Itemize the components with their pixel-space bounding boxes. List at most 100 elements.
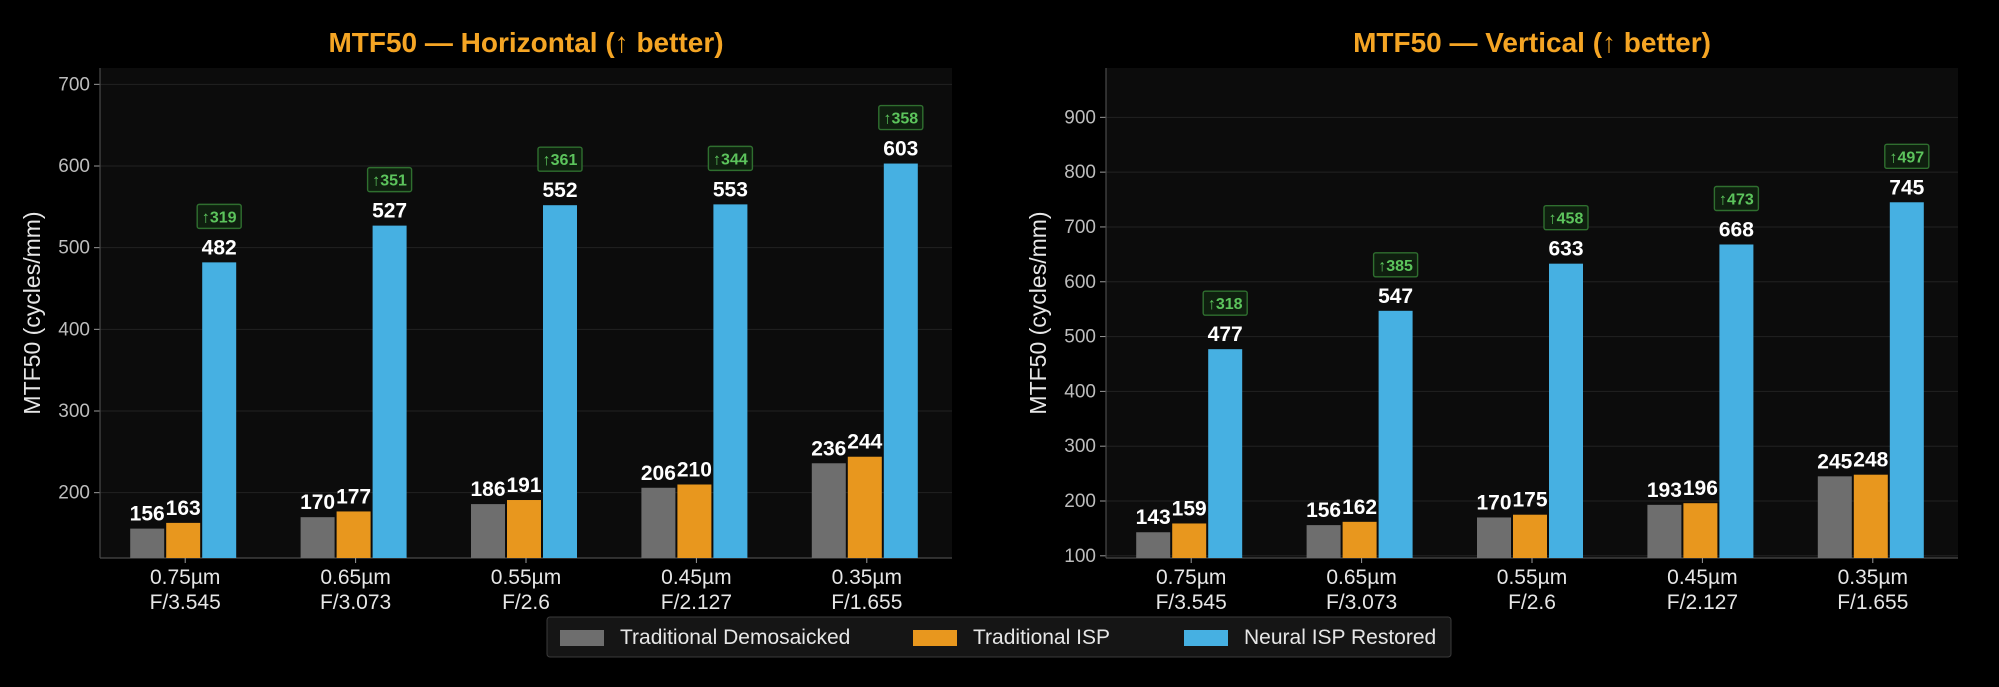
chart-horizontal-value-label: 206: [641, 462, 676, 485]
chart-vertical-value-label: 159: [1172, 497, 1207, 520]
chart-vertical-delta-badge: [1372, 252, 1419, 278]
chart-horizontal-delta-label: ↑344: [713, 151, 748, 168]
chart-horizontal-value-label: 186: [470, 478, 505, 501]
chart-horizontal-bar-neural: [713, 204, 748, 558]
chart-vertical-value-label: 745: [1889, 176, 1924, 199]
chart-horizontal-value-label: 170: [300, 491, 335, 514]
chart-vertical-y-tick-label: 800: [1064, 162, 1096, 183]
chart-horizontal-value-label: 552: [542, 179, 577, 202]
chart-vertical-bar-neural: [1719, 244, 1754, 558]
chart-horizontal-x-tick-label: F/2.6: [502, 591, 550, 614]
chart-horizontal-value-label: 210: [677, 459, 712, 482]
chart-horizontal-x-tick-label: F/2.127: [661, 591, 732, 614]
chart-horizontal-y-tick-label: 200: [58, 483, 90, 504]
chart-horizontal-value-label: 603: [883, 138, 918, 161]
chart-vertical-value-label: 248: [1853, 449, 1888, 472]
chart-horizontal-bar-demosaicked: [471, 504, 505, 558]
chart-vertical-delta-label: ↑497: [1889, 149, 1924, 166]
chart-vertical-x-tick-label: 0.65µm: [1326, 566, 1396, 589]
chart-vertical-value-label: 668: [1719, 218, 1754, 241]
legend-label: Traditional Demosaicked: [620, 626, 850, 649]
chart-horizontal-value-label: 527: [372, 200, 407, 223]
chart-vertical-value-label: 170: [1476, 491, 1511, 514]
chart-horizontal-delta-badge: [196, 203, 242, 230]
chart-vertical-bar-isp: [1172, 523, 1207, 558]
chart-vertical-delta-label: ↑318: [1208, 296, 1243, 313]
chart-horizontal-x-tick-label: F/3.073: [320, 591, 391, 614]
legend-swatch: [913, 630, 957, 646]
chart-vertical-bar-isp: [1513, 514, 1547, 558]
chart-horizontal-x-tick-label: F/3.545: [150, 591, 221, 614]
chart-horizontal-delta-label: ↑319: [202, 209, 237, 226]
chart-horizontal-y-tick-label: 400: [58, 319, 90, 340]
chart-vertical-bar-demosaicked: [1477, 517, 1511, 558]
chart-vertical-x-tick-label: 0.75µm: [1156, 566, 1226, 589]
chart-horizontal-bar-isp: [677, 484, 712, 558]
chart-horizontal-bar-isp: [507, 500, 541, 558]
chart-horizontal-bar-neural: [202, 262, 237, 558]
chart-vertical-y-tick-label: 600: [1064, 272, 1096, 293]
chart-vertical-value-label: 547: [1378, 285, 1413, 308]
chart-horizontal-value-label: 244: [847, 431, 882, 454]
chart-vertical-value-label: 245: [1817, 450, 1852, 473]
chart-vertical-y-tick-label: 700: [1064, 217, 1096, 238]
chart-horizontal-x-tick-label: 0.65µm: [320, 566, 390, 589]
chart-vertical-value-label: 175: [1512, 489, 1547, 512]
chart-horizontal-plot-area: [100, 68, 952, 558]
chart-vertical-y-tick-label: 200: [1064, 491, 1096, 512]
chart-horizontal-value-label: 191: [506, 474, 541, 497]
chart-horizontal-delta-badge: [537, 146, 583, 172]
chart-vertical-x-tick-label: F/2.127: [1667, 591, 1738, 614]
chart-horizontal-bar-demosaicked: [130, 528, 165, 558]
chart-horizontal-x-tick-label: 0.75µm: [150, 566, 220, 589]
chart-horizontal-delta-label: ↑361: [543, 152, 578, 169]
chart-vertical-plot-area: [1106, 68, 1958, 558]
chart-horizontal-delta-badge: [366, 166, 413, 193]
chart-horizontal-value-label: 177: [336, 485, 371, 508]
chart-horizontal-x-tick-label: F/1.655: [831, 591, 902, 614]
chart-horizontal-y-tick-label: 600: [58, 156, 90, 177]
chart-vertical-bar-neural: [1889, 202, 1924, 558]
chart-vertical-bar-neural: [1549, 263, 1583, 558]
chart-vertical-value-label: 477: [1208, 323, 1243, 346]
chart-horizontal-bar-isp: [336, 511, 371, 558]
chart-vertical-bar-isp: [1342, 521, 1377, 558]
chart-horizontal-x-tick-label: 0.35µm: [832, 566, 902, 589]
chart-vertical-delta-badge: [1543, 204, 1589, 231]
chart-vertical-x-tick-label: F/3.545: [1156, 591, 1227, 614]
chart-horizontal-bar-demosaicked: [300, 517, 335, 558]
chart-vertical-bar-isp: [1683, 503, 1718, 558]
chart-horizontal-delta-badge: [707, 145, 754, 172]
chart-horizontal-delta-label: ↑351: [372, 173, 407, 190]
chart-vertical-x-tick-label: F/1.655: [1837, 591, 1908, 614]
chart-vertical-delta-badge: [1884, 143, 1930, 169]
chart-vertical-bar-neural: [1378, 310, 1413, 558]
chart-vertical-y-axis-label: MTF50 (cycles/mm): [1025, 211, 1051, 414]
chart-horizontal-bar-demosaicked: [641, 487, 676, 558]
chart-vertical-x-tick-label: 0.55µm: [1497, 566, 1567, 589]
chart-vertical-delta-label: ↑458: [1549, 211, 1584, 228]
chart-vertical-value-label: 633: [1548, 238, 1583, 261]
chart-vertical-bar-isp: [1853, 474, 1888, 558]
chart-vertical-value-label: 196: [1683, 477, 1718, 500]
chart-vertical-y-tick-label: 300: [1064, 436, 1096, 457]
legend-swatch: [560, 630, 604, 646]
chart-vertical-y-tick-label: 500: [1064, 327, 1096, 348]
chart-vertical-value-label: 162: [1342, 496, 1377, 519]
legend-label: Traditional ISP: [973, 626, 1110, 649]
chart-horizontal-delta-badge: [878, 104, 924, 131]
chart-horizontal-value-label: 163: [166, 497, 201, 520]
chart-vertical-bar-demosaicked: [1647, 504, 1682, 558]
chart-horizontal-bar-demosaicked: [811, 463, 846, 558]
chart-horizontal-y-tick-label: 700: [58, 74, 90, 95]
chart-horizontal-title: MTF50 — Horizontal (↑ better): [328, 27, 723, 58]
chart-horizontal-bar-neural: [883, 163, 918, 559]
chart-vertical-delta-badge: [1713, 185, 1760, 212]
chart-vertical-title: MTF50 — Vertical (↑ better): [1353, 27, 1711, 58]
chart-vertical-y-tick-label: 100: [1064, 546, 1096, 567]
chart-horizontal-bar-neural: [372, 225, 407, 558]
chart-vertical-bar-demosaicked: [1136, 532, 1171, 558]
chart-vertical-x-tick-label: 0.35µm: [1838, 566, 1908, 589]
